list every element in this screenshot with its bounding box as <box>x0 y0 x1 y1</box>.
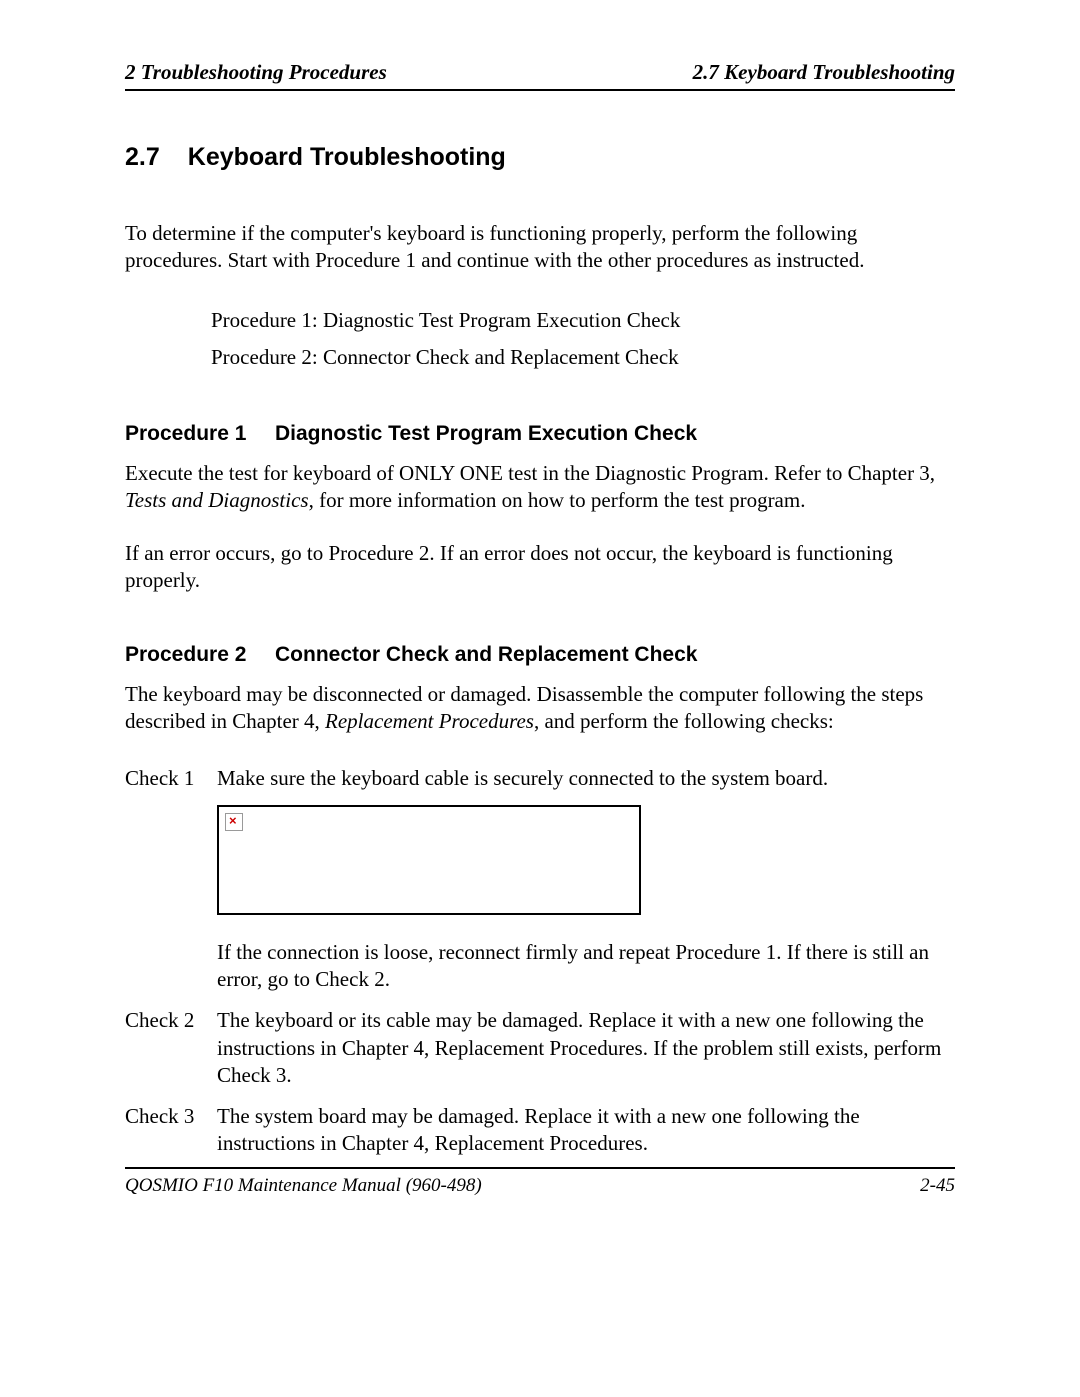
check-label: Check 1 <box>125 765 217 993</box>
paragraph: Execute the test for keyboard of ONLY ON… <box>125 460 955 515</box>
procedure-heading: Procedure 2Connector Check and Replaceme… <box>125 643 955 667</box>
image-frame <box>217 805 641 915</box>
section-number: 2.7 <box>125 143 160 172</box>
check-label: Check 3 <box>125 1103 217 1158</box>
running-footer: QOSMIO F10 Maintenance Manual (960-498) … <box>125 1167 955 1197</box>
italic-text: Replacement Procedures <box>325 709 534 733</box>
header-right: 2.7 Keyboard Troubleshooting <box>693 60 955 85</box>
check-block: Check 1 Make sure the keyboard cable is … <box>125 765 955 993</box>
text: , and perform the following checks: <box>534 709 834 733</box>
check-block: Check 2 The keyboard or its cable may be… <box>125 1007 955 1089</box>
list-item: Procedure 2: Connector Check and Replace… <box>211 342 955 374</box>
text: . <box>643 1131 648 1155</box>
paragraph: If an error occurs, go to Procedure 2. I… <box>125 540 955 595</box>
text: , for more information on how to perform… <box>309 488 806 512</box>
text: Make sure the keyboard cable is securely… <box>217 765 955 792</box>
footer-left: QOSMIO F10 Maintenance Manual (960-498) <box>125 1175 482 1197</box>
check-body: The system board may be damaged. Replace… <box>217 1103 955 1158</box>
header-left: 2 Troubleshooting Procedures <box>125 60 387 85</box>
broken-image-icon <box>225 813 243 831</box>
section-title: Keyboard Troubleshooting <box>188 143 506 171</box>
check-block: Check 3 The system board may be damaged.… <box>125 1103 955 1158</box>
intro-paragraph: To determine if the computer's keyboard … <box>125 220 955 275</box>
check-body: The keyboard or its cable may be damaged… <box>217 1007 955 1089</box>
text: Execute the test for keyboard of ONLY ON… <box>125 461 935 485</box>
list-item: Procedure 1: Diagnostic Test Program Exe… <box>211 305 955 337</box>
page: 2 Troubleshooting Procedures 2.7 Keyboar… <box>0 0 1080 1397</box>
section-heading: 2.7 Keyboard Troubleshooting <box>125 143 955 172</box>
italic-text: Tests and Diagnostics <box>125 488 309 512</box>
italic-text: Replacement Procedures <box>435 1036 643 1060</box>
procedure-title: Connector Check and Replacement Check <box>275 643 697 666</box>
text: If the connection is loose, reconnect fi… <box>217 939 955 994</box>
procedure-label: Procedure 1 <box>125 422 275 446</box>
procedure-summary-list: Procedure 1: Diagnostic Test Program Exe… <box>125 305 955 374</box>
paragraph: The keyboard may be disconnected or dama… <box>125 681 955 736</box>
procedure-heading: Procedure 1Diagnostic Test Program Execu… <box>125 422 955 446</box>
text: If an error occurs, go to Procedure 2. I… <box>125 541 893 592</box>
running-header: 2 Troubleshooting Procedures 2.7 Keyboar… <box>125 60 955 91</box>
italic-text: Replacement Procedures <box>435 1131 643 1155</box>
check-label: Check 2 <box>125 1007 217 1089</box>
check-body: Make sure the keyboard cable is securely… <box>217 765 955 993</box>
procedure-label: Procedure 2 <box>125 643 275 667</box>
procedure-title: Diagnostic Test Program Execution Check <box>275 422 697 445</box>
footer-right: 2-45 <box>920 1175 955 1197</box>
